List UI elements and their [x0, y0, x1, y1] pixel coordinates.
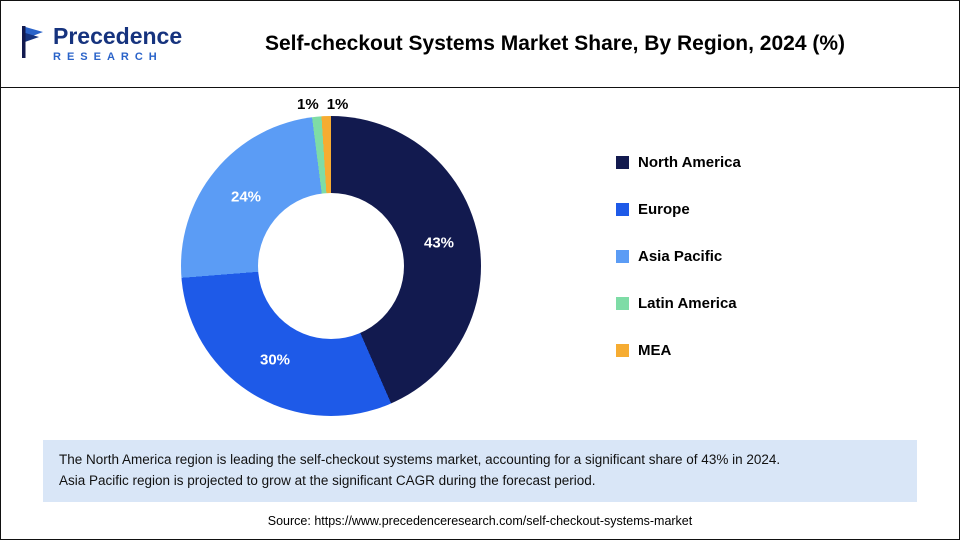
- logo-name: Precedence: [53, 23, 183, 49]
- legend-swatch: [616, 250, 629, 263]
- legend-label: North America: [638, 154, 741, 171]
- chart-area: 43% 30% 24% 1% 1% North America Europe Asi…: [1, 88, 959, 440]
- note-line-1: The North America region is leading the …: [59, 452, 781, 467]
- note-box: The North America region is leading the …: [43, 440, 917, 502]
- precedence-logo-icon: [19, 24, 45, 65]
- legend-label: Latin America: [638, 295, 737, 312]
- header: Precedence RESEARCH Self-checkout System…: [1, 1, 959, 88]
- slice-label-latin-america: 1%: [297, 96, 319, 113]
- legend-item-europe: Europe: [616, 201, 741, 218]
- legend-item-mea: MEA: [616, 342, 741, 359]
- legend-swatch: [616, 156, 629, 169]
- legend-swatch: [616, 297, 629, 310]
- logo-subtitle: RESEARCH: [53, 51, 163, 63]
- legend-item-asia-pacific: Asia Pacific: [616, 248, 741, 265]
- legend-item-north-america: North America: [616, 154, 741, 171]
- source-text: Source: https://www.precedenceresearch.c…: [267, 513, 693, 528]
- chart-title: Self-checkout Systems Market Share, By R…: [264, 32, 846, 55]
- donut-hole: [258, 193, 404, 339]
- slice-label-europe: 30%: [259, 351, 291, 369]
- precedence-logo: Precedence RESEARCH: [19, 24, 199, 65]
- slice-label-asia-pacific: 24%: [230, 188, 262, 206]
- legend-swatch: [616, 344, 629, 357]
- donut-wrap: 43% 30% 24% 1% 1%: [181, 96, 481, 416]
- slice-label-north-america: 43%: [423, 234, 455, 252]
- legend-item-latin-america: Latin America: [616, 295, 741, 312]
- legend: North America Europe Asia Pacific Latin Ame…: [616, 154, 741, 359]
- slice-label-mea: 1%: [326, 96, 349, 113]
- legend-swatch: [616, 203, 629, 216]
- note-line-2: Asia Pacific region is projected to grow…: [59, 472, 596, 488]
- legend-label: Asia Pacific: [638, 248, 723, 265]
- legend-label: Europe: [638, 201, 690, 218]
- legend-label: MEA: [638, 342, 672, 359]
